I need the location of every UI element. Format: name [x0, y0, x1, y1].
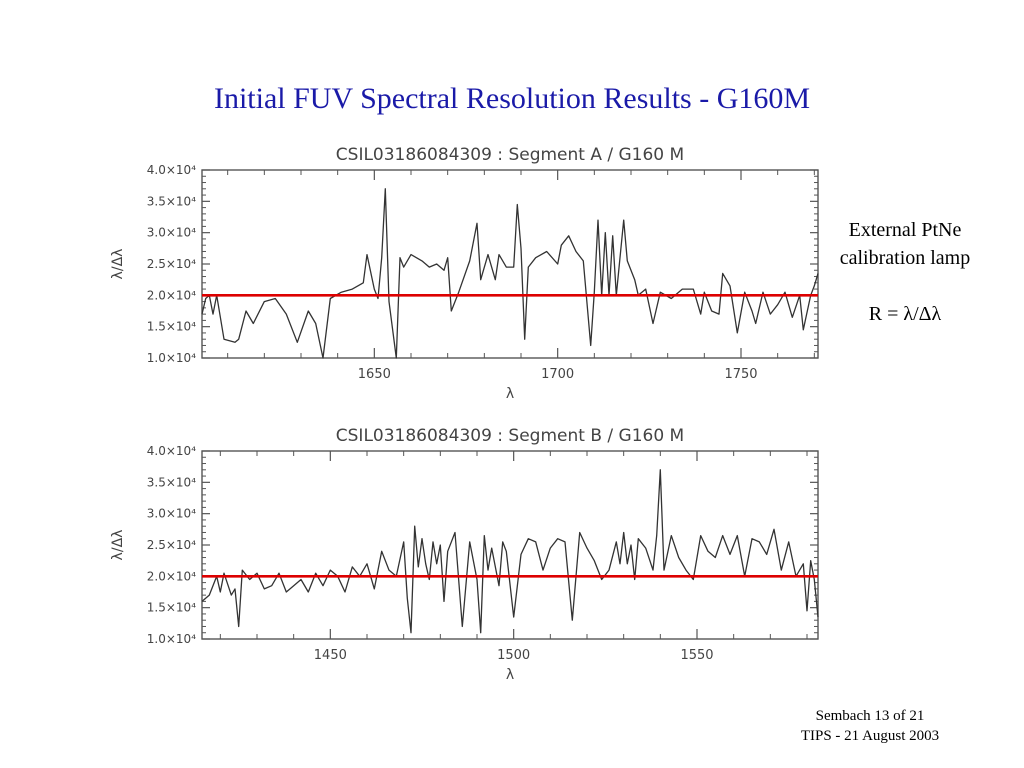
- footer-event: TIPS - 21 August 2003: [800, 728, 940, 744]
- x-axis-label: λ: [506, 667, 514, 683]
- x-tick-label: 1650: [358, 367, 391, 382]
- y-tick-label: 4.0×10⁴: [147, 163, 196, 177]
- y-tick-label: 3.0×10⁴: [147, 507, 196, 521]
- y-tick-label: 2.0×10⁴: [147, 288, 196, 302]
- chart-segment-a: CSIL03186084309 : Segment A / G160 M 1.0×…: [110, 145, 819, 402]
- y-tick-label: 1.5×10⁴: [147, 601, 196, 615]
- footer-page: Sembach 13 of 21: [815, 708, 925, 724]
- x-axis-label: λ: [506, 386, 514, 402]
- x-tick-label: 1450: [314, 648, 347, 663]
- resolution-series-line: [201, 469, 819, 634]
- plot-frame: [201, 450, 819, 640]
- chart-title: CSIL03186084309 : Segment A / G160 M: [336, 145, 684, 165]
- y-tick-label: 2.0×10⁴: [147, 569, 196, 583]
- x-tick-label: 1500: [497, 648, 530, 663]
- y-tick-label: 1.0×10⁴: [147, 632, 196, 646]
- y-tick-label: 4.0×10⁴: [147, 444, 196, 458]
- y-tick-label: 1.5×10⁴: [147, 320, 196, 334]
- resolution-series-line: [201, 188, 819, 359]
- x-tick-label: 1700: [541, 367, 574, 382]
- y-tick-label: 3.0×10⁴: [147, 226, 196, 240]
- x-tick-label: 1750: [724, 367, 757, 382]
- side-note-line1: External PtNe: [848, 219, 962, 241]
- y-axis-label: λ/Δλ: [110, 530, 126, 561]
- y-tick-label: 2.5×10⁴: [147, 538, 196, 552]
- chart-segment-b: CSIL03186084309 : Segment B / G160 M 1.0×…: [110, 426, 819, 683]
- y-tick-label: 1.0×10⁴: [147, 351, 196, 365]
- plot-frame: [201, 169, 819, 359]
- side-note: External PtNe calibration lamp R = λ/Δλ: [810, 216, 1000, 328]
- footer: Sembach 13 of 21 TIPS - 21 August 2003: [760, 706, 980, 746]
- slide-title: Initial FUV Spectral Resolution Results …: [213, 82, 811, 115]
- y-axis-label: λ/Δλ: [110, 249, 126, 280]
- y-tick-label: 3.5×10⁴: [147, 475, 196, 489]
- side-note-line2: calibration lamp: [839, 247, 971, 269]
- chart-title: CSIL03186084309 : Segment B / G160 M: [336, 426, 684, 446]
- resolution-formula: R = λ/Δλ: [868, 303, 942, 325]
- y-tick-label: 3.5×10⁴: [147, 194, 196, 208]
- y-tick-label: 2.5×10⁴: [147, 257, 196, 271]
- x-tick-label: 1550: [680, 648, 713, 663]
